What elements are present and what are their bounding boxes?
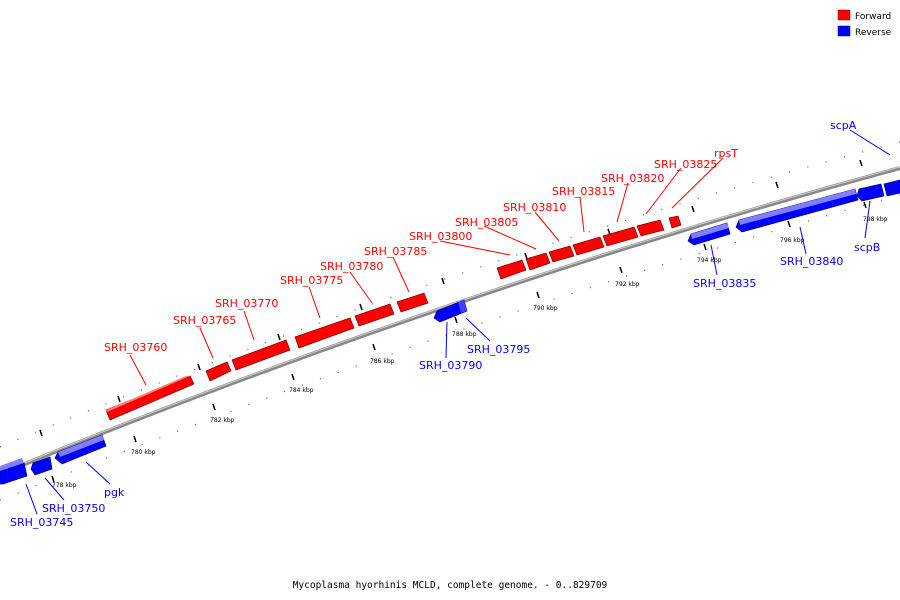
gene-label: SRH_03835 bbox=[693, 277, 756, 290]
genome-backbone-highlight bbox=[0, 166, 900, 474]
tick-label: 794 kbp bbox=[697, 257, 722, 264]
gene-label: SRH_03770 bbox=[215, 297, 278, 310]
gene-SRH_03775[interactable] bbox=[294, 317, 355, 349]
gene-label: SRH_03805 bbox=[455, 216, 518, 229]
gene-label: SRH_03750 bbox=[42, 502, 105, 515]
gene-SRH_03815[interactable] bbox=[572, 236, 605, 256]
gene-SRH_03820[interactable] bbox=[602, 226, 639, 247]
gene-SRH_03765[interactable] bbox=[205, 361, 232, 382]
gene-SRH_03760[interactable] bbox=[105, 375, 195, 421]
map-caption: Mycoplasma hyorhinis MCLD, complete geno… bbox=[293, 580, 608, 591]
tick-label: 790 kbp bbox=[533, 305, 558, 312]
gene-label: SRH_03765 bbox=[173, 314, 236, 327]
reverse-genes bbox=[0, 179, 900, 485]
tick-label: 782 kbp bbox=[210, 417, 235, 424]
gene-SRH_03780[interactable] bbox=[354, 303, 395, 327]
gene-label: SRH_03810 bbox=[503, 201, 566, 214]
tick-labels: 778 kbp 780 kbp 782 kbp 784 kbp 786 kbp … bbox=[52, 216, 888, 489]
gene-label: SRH_03785 bbox=[364, 245, 427, 258]
forward-genes bbox=[105, 215, 682, 421]
legend: Forward Reverse bbox=[837, 9, 892, 38]
gene-label: SRH_03760 bbox=[104, 341, 167, 354]
legend-swatch-reverse bbox=[837, 25, 851, 37]
legend-swatch-forward bbox=[837, 9, 851, 21]
legend-label-forward: Forward bbox=[855, 12, 891, 22]
gene-label: pgk bbox=[104, 486, 125, 499]
tick-label: 786 kbp bbox=[370, 358, 395, 365]
gene-label: scpA bbox=[830, 119, 857, 132]
gene-SRH_03790[interactable] bbox=[433, 299, 468, 323]
gene-label: SRH_03820 bbox=[601, 172, 664, 185]
gene-label: SRH_03825 bbox=[654, 158, 717, 171]
gene-SRH_03805[interactable] bbox=[525, 252, 551, 271]
tick-label: 788 kbp bbox=[452, 331, 477, 338]
gene-SRH_03825[interactable] bbox=[636, 219, 665, 237]
tick-label: 796 kbp bbox=[780, 237, 805, 244]
tick-label: 784 kbp bbox=[289, 387, 314, 394]
gene-label: SRH_03815 bbox=[552, 185, 615, 198]
leader-lines bbox=[25, 129, 891, 515]
legend-label-reverse: Reverse bbox=[855, 28, 892, 38]
gene-label: SRH_03840 bbox=[780, 255, 843, 268]
tick-label: 792 kbp bbox=[615, 281, 640, 288]
gene-label: SRH_03800 bbox=[409, 230, 472, 243]
gene-labels: SRH_03745 SRH_03750 pgk SRH_03760 SRH_03… bbox=[10, 119, 880, 529]
gene-label: rpsT bbox=[714, 147, 738, 160]
gene-SRH_03750[interactable] bbox=[30, 456, 53, 476]
gene-SRH_03835[interactable] bbox=[687, 222, 731, 246]
gene-label: SRH_03790 bbox=[419, 359, 482, 372]
gene-scpA[interactable] bbox=[883, 179, 900, 197]
tick-label: 780 kbp bbox=[131, 449, 156, 456]
gene-label: SRH_03795 bbox=[467, 343, 530, 356]
gene-rpsT[interactable] bbox=[668, 215, 682, 229]
gene-SRH_03840[interactable] bbox=[735, 188, 859, 233]
major-ticks bbox=[39, 159, 867, 483]
gene-SRH_03770[interactable] bbox=[231, 339, 291, 371]
gene-scpB[interactable] bbox=[856, 183, 885, 202]
tick-label: 798 kbp bbox=[863, 216, 888, 223]
tick-label: 778 kbp bbox=[52, 482, 77, 489]
gene-label: SRH_03745 bbox=[10, 516, 73, 529]
gene-label: SRH_03775 bbox=[280, 274, 343, 287]
gene-pgk[interactable] bbox=[54, 434, 107, 465]
gene-SRH_03745[interactable] bbox=[0, 458, 28, 485]
gene-label: scpB bbox=[854, 241, 880, 254]
gene-SRH_03800[interactable] bbox=[496, 259, 527, 280]
gene-SRH_03785[interactable] bbox=[396, 292, 429, 313]
gene-label: SRH_03780 bbox=[320, 260, 383, 273]
gene-SRH_03810[interactable] bbox=[548, 245, 575, 263]
